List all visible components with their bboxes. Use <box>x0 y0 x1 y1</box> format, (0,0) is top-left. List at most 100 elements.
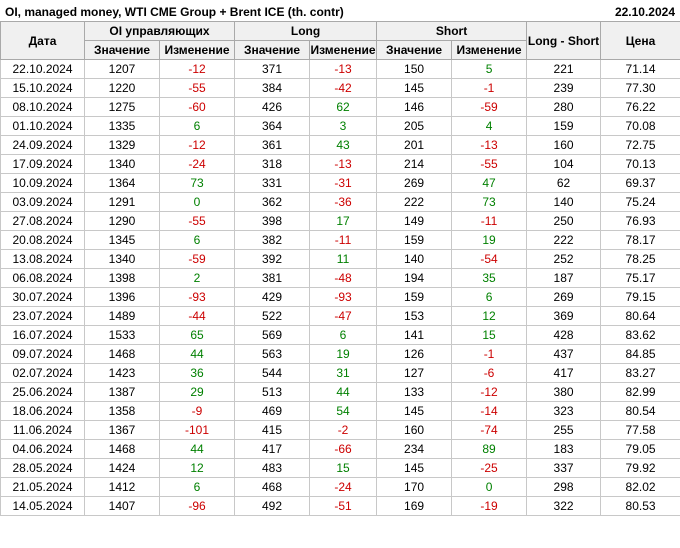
price-cell: 76.93 <box>600 211 680 231</box>
short-change-cell: -6 <box>451 363 528 383</box>
table-row: 22.10.2024 1207 -12 371 -13 150 5 221 71.14 <box>0 59 680 79</box>
date-cell: 09.07.2024 <box>0 344 85 364</box>
short-value-cell: 201 <box>376 135 453 155</box>
short-value-cell: 205 <box>376 116 453 136</box>
date-cell: 22.10.2024 <box>0 59 85 79</box>
price-cell: 76.22 <box>600 97 680 117</box>
oi-value-cell: 1290 <box>84 211 160 231</box>
long-change-cell: -93 <box>309 287 378 307</box>
long-change-cell: -66 <box>309 439 378 459</box>
price-cell: 80.54 <box>600 401 680 421</box>
header-long-value: Значение <box>234 40 311 60</box>
short-value-cell: 159 <box>376 230 453 250</box>
long-change-cell: 44 <box>309 382 378 402</box>
short-value-cell: 141 <box>376 325 453 345</box>
long-short-cell: 222 <box>526 230 602 250</box>
date-cell: 08.10.2024 <box>0 97 85 117</box>
short-change-cell: -1 <box>451 78 528 98</box>
short-value-cell: 160 <box>376 420 453 440</box>
short-value-cell: 146 <box>376 97 453 117</box>
long-short-cell: 269 <box>526 287 602 307</box>
long-change-cell: -36 <box>309 192 378 212</box>
oi-change-cell: 6 <box>158 230 236 250</box>
long-change-cell: 54 <box>309 401 378 421</box>
short-value-cell: 145 <box>376 401 453 421</box>
short-change-cell: -19 <box>451 496 528 516</box>
oi-change-cell: 6 <box>158 477 236 497</box>
oi-change-cell: 6 <box>158 116 236 136</box>
oi-value-cell: 1220 <box>84 78 160 98</box>
oi-change-cell: 44 <box>158 439 236 459</box>
long-value-cell: 364 <box>234 116 311 136</box>
long-change-cell: 19 <box>309 344 378 364</box>
long-change-cell: -31 <box>309 173 378 193</box>
short-value-cell: 234 <box>376 439 453 459</box>
oi-value-cell: 1396 <box>84 287 160 307</box>
short-value-cell: 149 <box>376 211 453 231</box>
long-short-cell: 255 <box>526 420 602 440</box>
long-change-cell: -11 <box>309 230 378 250</box>
oi-change-cell: 44 <box>158 344 236 364</box>
long-value-cell: 469 <box>234 401 311 421</box>
long-value-cell: 468 <box>234 477 311 497</box>
header-sub-row: Значение Изменение Значение Изменение Зн… <box>1 40 680 60</box>
date-cell: 06.08.2024 <box>0 268 85 288</box>
long-short-cell: 417 <box>526 363 602 383</box>
oi-value-cell: 1407 <box>84 496 160 516</box>
date-cell: 14.05.2024 <box>0 496 85 516</box>
date-cell: 15.10.2024 <box>0 78 85 98</box>
short-change-cell: 89 <box>451 439 528 459</box>
date-cell: 25.06.2024 <box>0 382 85 402</box>
table-row: 06.08.2024 1398 2 381 -48 194 35 187 75.17 <box>0 268 680 288</box>
short-change-cell: -11 <box>451 211 528 231</box>
long-change-cell: -47 <box>309 306 378 326</box>
short-change-cell: 4 <box>451 116 528 136</box>
long-change-cell: -48 <box>309 268 378 288</box>
price-cell: 75.17 <box>600 268 680 288</box>
long-short-cell: 159 <box>526 116 602 136</box>
date-cell: 02.07.2024 <box>0 363 85 383</box>
short-value-cell: 133 <box>376 382 453 402</box>
date-cell: 21.05.2024 <box>0 477 85 497</box>
table-row: 18.06.2024 1358 -9 469 54 145 -14 323 80.54 <box>0 401 680 421</box>
long-value-cell: 361 <box>234 135 311 155</box>
price-cell: 77.58 <box>600 420 680 440</box>
header-oi-value: Значение <box>84 40 160 60</box>
page-title: OI, managed money, WTI CME Group + Brent… <box>5 4 344 19</box>
price-cell: 80.53 <box>600 496 680 516</box>
table-row: 08.10.2024 1275 -60 426 62 146 -59 280 76.22 <box>0 97 680 117</box>
long-short-cell: 221 <box>526 59 602 79</box>
oi-report-table: Дата OI управляющих Long Short Long - Sh… <box>0 21 680 516</box>
short-change-cell: -14 <box>451 401 528 421</box>
table-body: 22.10.2024 1207 -12 371 -13 150 5 221 71.14 15.10… <box>0 59 680 516</box>
table-row: 20.08.2024 1345 6 382 -11 159 19 222 78.17 <box>0 230 680 250</box>
report-date: 22.10.2024 <box>614 4 675 19</box>
date-cell: 28.05.2024 <box>0 458 85 478</box>
table-row: 09.07.2024 1468 44 563 19 126 -1 437 84.85 <box>0 344 680 364</box>
header-short-value: Значение <box>376 40 453 60</box>
short-change-cell: 5 <box>451 59 528 79</box>
oi-change-cell: -59 <box>158 249 236 269</box>
oi-change-cell: -9 <box>158 401 236 421</box>
oi-change-cell: -60 <box>158 97 236 117</box>
oi-change-cell: 12 <box>158 458 236 478</box>
header-long-change: Изменение <box>309 40 378 60</box>
long-change-cell: -13 <box>309 154 378 174</box>
date-cell: 17.09.2024 <box>0 154 85 174</box>
long-short-cell: 322 <box>526 496 602 516</box>
price-cell: 79.05 <box>600 439 680 459</box>
long-change-cell: -24 <box>309 477 378 497</box>
long-short-cell: 298 <box>526 477 602 497</box>
short-value-cell: 126 <box>376 344 453 364</box>
long-short-cell: 183 <box>526 439 602 459</box>
long-value-cell: 384 <box>234 78 311 98</box>
oi-change-cell: -101 <box>158 420 236 440</box>
long-change-cell: -51 <box>309 496 378 516</box>
long-value-cell: 371 <box>234 59 311 79</box>
long-change-cell: -2 <box>309 420 378 440</box>
short-value-cell: 150 <box>376 59 453 79</box>
short-change-cell: -13 <box>451 135 528 155</box>
long-value-cell: 492 <box>234 496 311 516</box>
price-cell: 79.15 <box>600 287 680 307</box>
